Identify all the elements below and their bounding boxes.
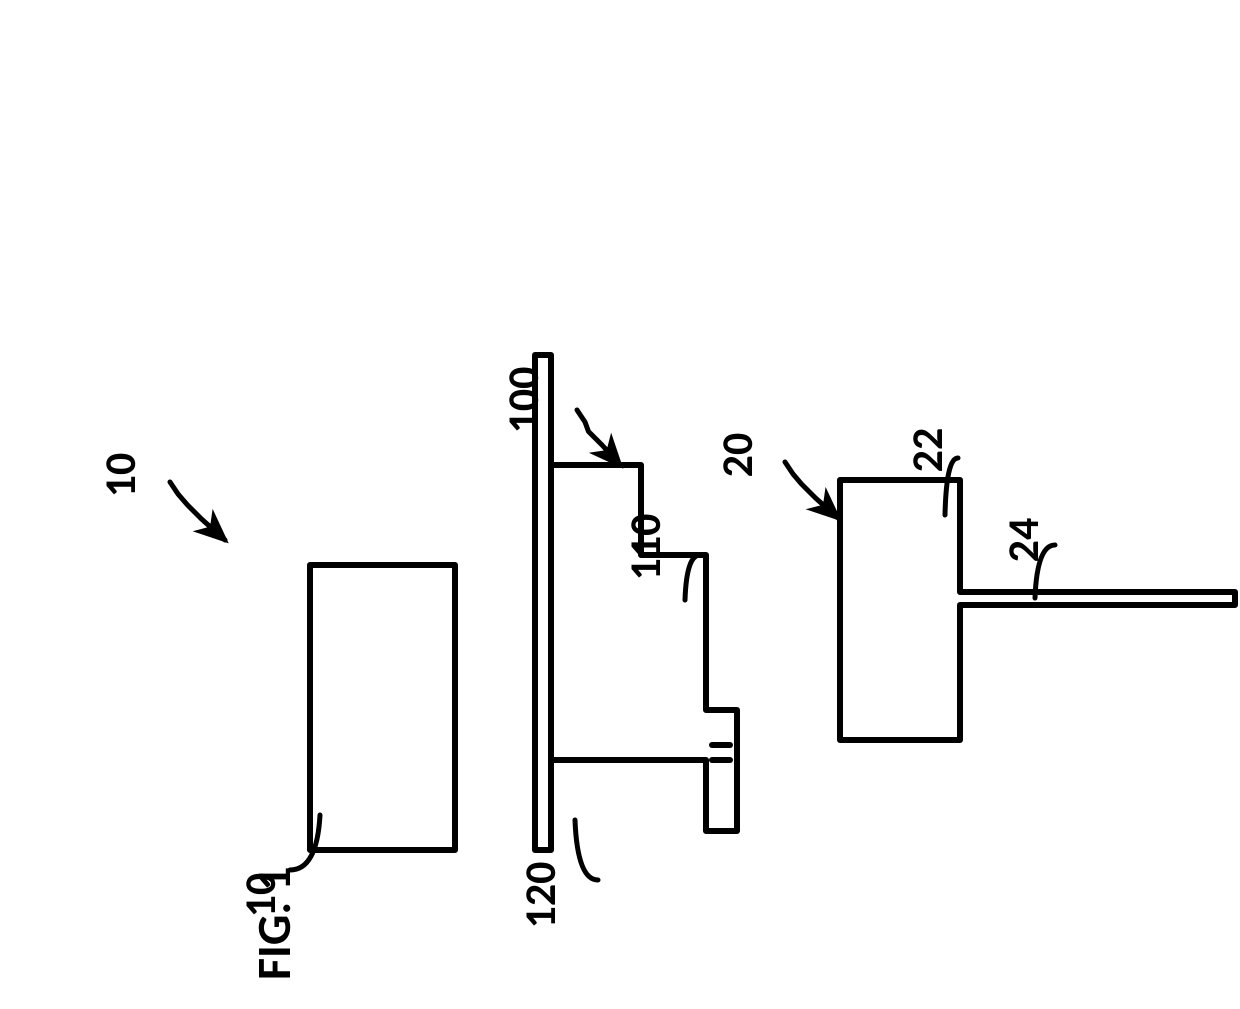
ref-label-110: 110 <box>618 514 672 581</box>
leader-arrow <box>577 410 620 465</box>
leader-line <box>290 815 320 870</box>
leader-line <box>685 555 700 600</box>
leader-line <box>575 820 598 880</box>
ref-label-20: 20 <box>710 433 764 478</box>
ref-label-120: 120 <box>513 862 567 929</box>
left-box <box>310 565 455 850</box>
ref-label-22: 22 <box>900 428 954 473</box>
leader-arrow <box>170 482 225 540</box>
ref-label-24: 24 <box>996 518 1050 563</box>
ref-label-100: 100 <box>496 367 550 434</box>
ref-label-10: 10 <box>93 453 147 498</box>
leader-arrow <box>785 462 838 518</box>
figure-label: FIG. 1 <box>244 867 303 980</box>
